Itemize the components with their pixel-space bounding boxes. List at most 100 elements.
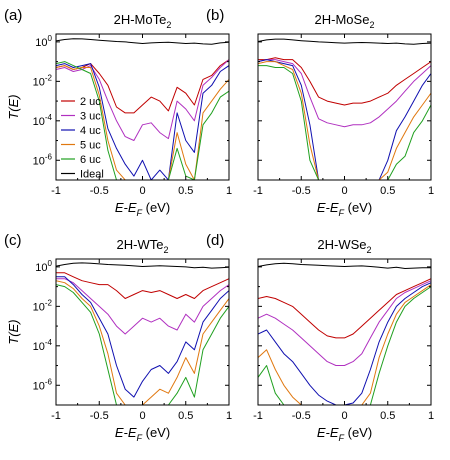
series-line-3-uc [258, 280, 431, 366]
series-line-4-uc [56, 63, 229, 180]
series-line-3-uc [56, 278, 229, 335]
x-tick-label: 0.5 [380, 185, 395, 197]
panel-letter: (c) [4, 232, 22, 249]
legend-entry: Ideal [80, 169, 104, 181]
y-tick-label: 100 [35, 34, 52, 49]
series-line-6-uc [56, 61, 229, 180]
y-tick-label: 10-6 [33, 377, 53, 392]
y-tick-base: 10 [33, 116, 45, 128]
x-axis-label-main: E-E [317, 200, 339, 215]
x-tick-label: -0.5 [90, 185, 109, 197]
series-line-3-uc [258, 59, 431, 128]
series-line-4-uc [258, 59, 431, 180]
series-line-2-uc [56, 59, 229, 114]
legend-entry: 4 uc [80, 125, 101, 137]
x-tick-label: 0 [139, 410, 145, 422]
y-tick-label: 10-6 [33, 152, 53, 167]
y-tick-base: 10 [33, 380, 45, 392]
y-tick-exponent: -2 [45, 73, 53, 82]
panel-title-sub: 2 [166, 20, 171, 30]
y-tick-exponent: -4 [45, 113, 53, 122]
x-tick-label: -0.5 [90, 410, 109, 422]
x-tick-label: 0.5 [178, 185, 193, 197]
y-tick-label: 10-4 [33, 113, 53, 128]
x-tick-label: -1 [51, 410, 61, 422]
x-tick-label: 1 [226, 185, 232, 197]
y-tick-exponent: -6 [45, 377, 53, 386]
legend: 2 uc 3 uc 4 uc 5 uc 6 uc Ideal [61, 96, 104, 181]
series-group [56, 38, 229, 180]
x-axis-label: E-EF (eV) [115, 425, 170, 443]
x-axis-label: E-EF (eV) [115, 200, 170, 218]
x-axis-label-unit: (eV) [344, 425, 372, 440]
x-tick-label: -0.5 [292, 410, 311, 422]
series-line-4-uc [258, 282, 431, 405]
series-line-2-uc [56, 272, 229, 299]
panel-letter: (a) [4, 7, 22, 24]
x-axis-label-main: E-E [317, 425, 339, 440]
panel-title: 2H-WTe2 [117, 237, 169, 255]
series-group [56, 262, 229, 405]
panel-title-main: 2H-MoSe [315, 12, 370, 27]
x-tick-label: 0.5 [178, 410, 193, 422]
x-axis-label-main: E-E [115, 200, 137, 215]
x-tick-label: -1 [253, 410, 263, 422]
y-tick-base: 10 [33, 76, 45, 88]
panel-title-main: 2H-MoTe [114, 12, 167, 27]
series-line-5-uc [56, 280, 229, 405]
series-line-5-uc [56, 65, 229, 180]
series-line-ideal [56, 262, 229, 269]
y-tick-base: 10 [33, 155, 45, 167]
series-line-ideal [258, 262, 431, 269]
series-line-3-uc [56, 59, 229, 141]
x-axis-label-sub: F [339, 208, 345, 218]
x-tick-label: 1 [428, 185, 434, 197]
x-axis-label: E-EF (eV) [317, 200, 372, 218]
series-group [258, 38, 431, 180]
x-axis-label: E-EF (eV) [317, 425, 372, 443]
panel-3: -1 -0.5 0 0.5 1 (d) 2H-WSe2 E-EF (eV) [206, 232, 434, 443]
series-line-6-uc [258, 286, 431, 405]
x-tick-label: 0 [341, 185, 347, 197]
series-group [258, 262, 431, 405]
y-tick-label: 10-2 [33, 298, 53, 313]
plot-frame [257, 33, 432, 181]
x-tick-label: -1 [51, 185, 61, 197]
legend-entry: 5 uc [80, 140, 101, 152]
y-tick-exponent: 0 [48, 34, 53, 43]
panel-title: 2H-WSe2 [317, 237, 371, 255]
y-tick-exponent: -4 [45, 338, 53, 347]
x-axis-label-unit: (eV) [142, 200, 170, 215]
series-line-6-uc [56, 284, 229, 405]
panel-title-sub: 2 [367, 245, 372, 255]
panel-letter: (b) [206, 7, 224, 24]
series-line-ideal [56, 38, 229, 45]
y-tick-base: 10 [33, 301, 45, 313]
series-line-5-uc [258, 61, 431, 180]
panel-title: 2H-MoTe2 [114, 12, 172, 30]
legend-entry: 2 uc [80, 96, 101, 108]
series-line-2-uc [258, 278, 431, 339]
plot-frame [257, 258, 432, 406]
panel-letter: (d) [206, 232, 224, 249]
y-tick-label: 10-2 [33, 73, 53, 88]
panel-title-sub: 2 [369, 20, 374, 30]
panel-title-main: 2H-WSe [317, 237, 366, 252]
legend-entry: 3 uc [80, 111, 101, 123]
x-tick-label: -0.5 [292, 185, 311, 197]
x-tick-label: 0 [139, 185, 145, 197]
y-axis-label: T(E) [6, 94, 21, 119]
x-axis-label-unit: (eV) [344, 200, 372, 215]
panel-title-sub: 2 [163, 245, 168, 255]
x-axis-label-sub: F [137, 433, 143, 443]
x-axis-label-main: E-E [115, 425, 137, 440]
panel-1: -1 -0.5 0 0.5 1 (b) 2H-MoSe2 E-EF (eV) [206, 7, 434, 218]
x-tick-label: 1 [226, 410, 232, 422]
x-tick-label: 0 [341, 410, 347, 422]
y-tick-base: 10 [35, 37, 47, 49]
y-tick-exponent: 0 [48, 259, 53, 268]
y-tick-exponent: -2 [45, 298, 53, 307]
x-tick-label: 0.5 [380, 410, 395, 422]
y-tick-exponent: -6 [45, 152, 53, 161]
